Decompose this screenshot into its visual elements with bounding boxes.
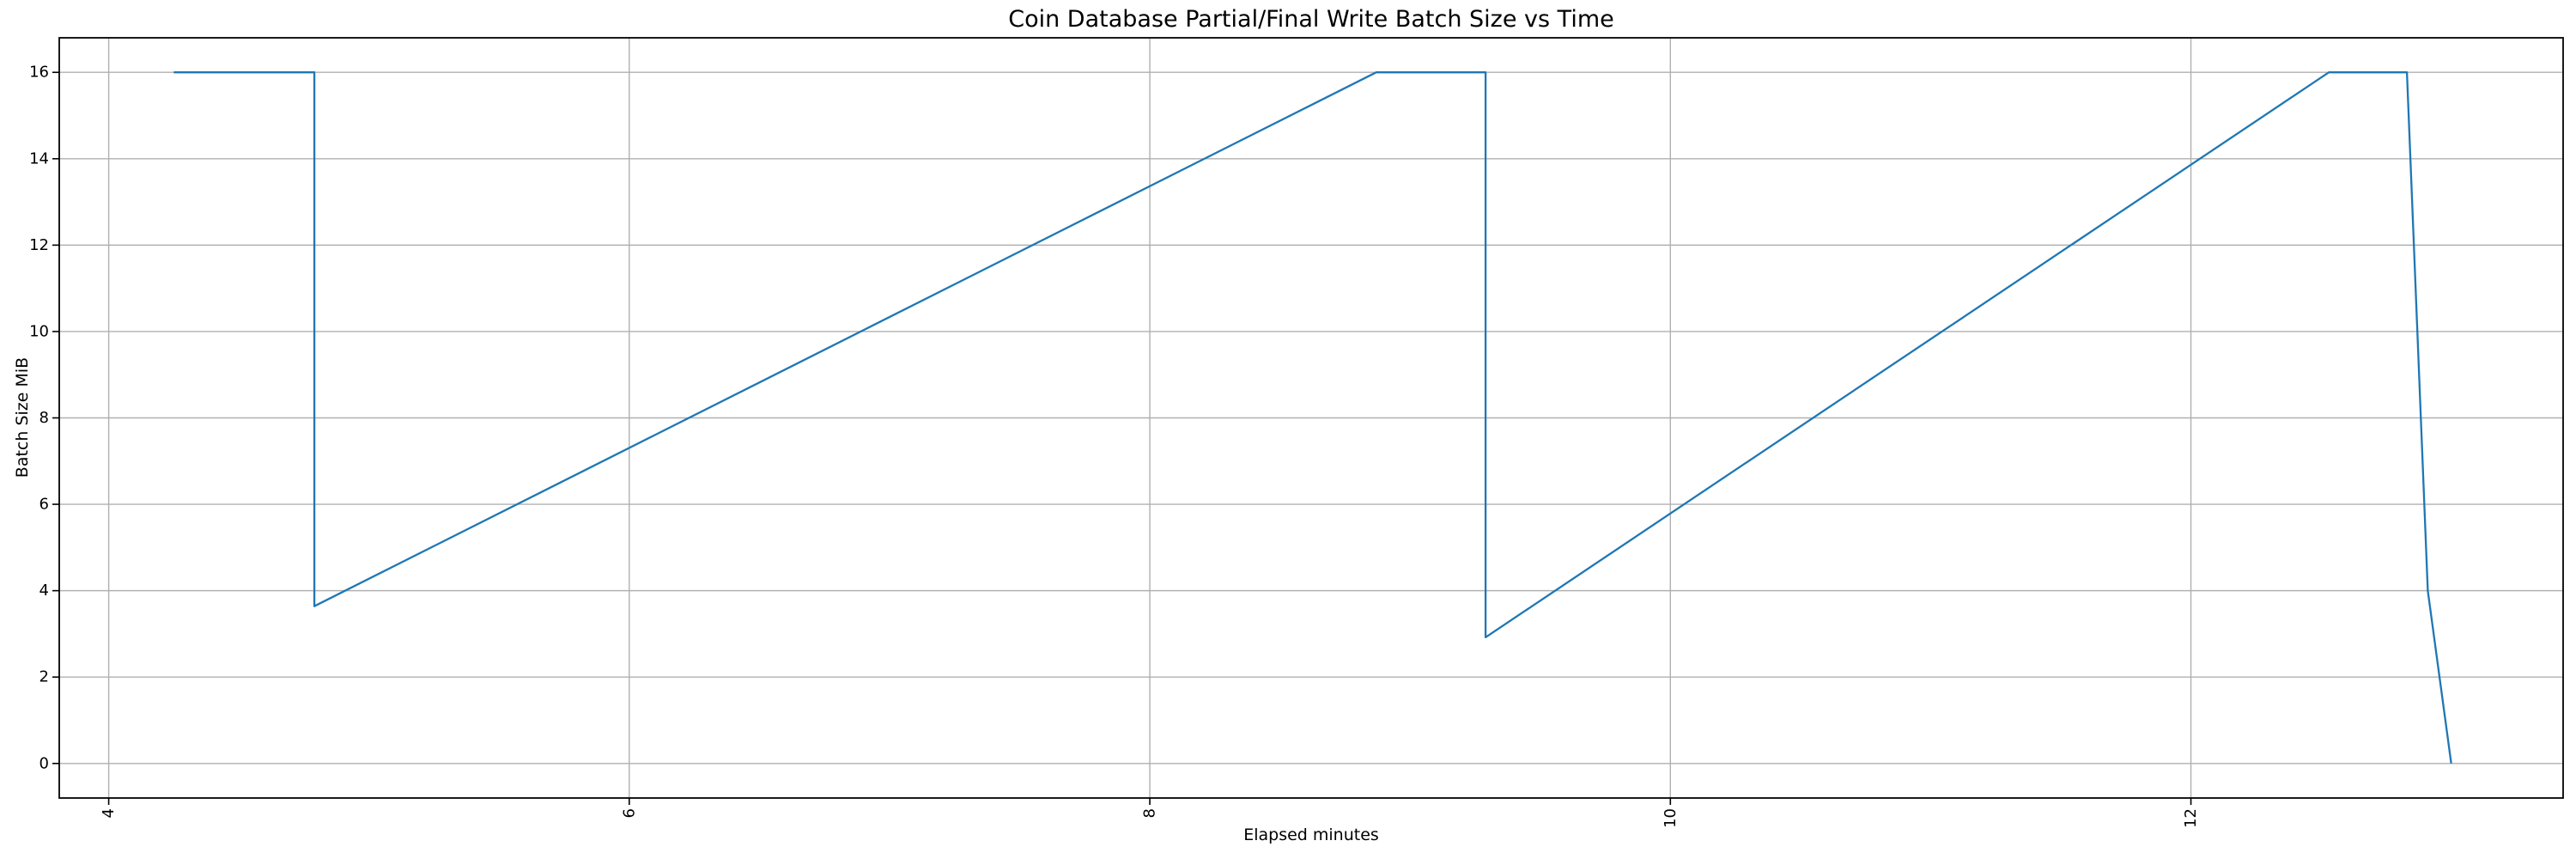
x-tick-label: 8 <box>1141 808 1159 818</box>
y-tick-label: 14 <box>29 149 49 168</box>
y-tick-label: 16 <box>29 64 49 82</box>
series-line <box>173 71 2452 764</box>
x-tick-label: 6 <box>620 808 638 818</box>
y-tick-label: 0 <box>39 754 49 772</box>
y-tick-label: 10 <box>29 322 49 340</box>
x-tick-label: 12 <box>2182 808 2200 828</box>
x-tick-label: 4 <box>100 808 118 818</box>
y-tick-label: 12 <box>29 236 49 254</box>
y-tick-label: 6 <box>39 496 49 514</box>
x-tick-label: 10 <box>1662 808 1680 828</box>
y-tick-label: 4 <box>39 582 49 600</box>
chart-title: Coin Database Partial/Final Write Batch … <box>1008 6 1614 33</box>
x-axis-label: Elapsed minutes <box>1243 825 1379 844</box>
y-tick-label: 2 <box>39 668 49 686</box>
y-tick-label: 8 <box>39 409 49 427</box>
